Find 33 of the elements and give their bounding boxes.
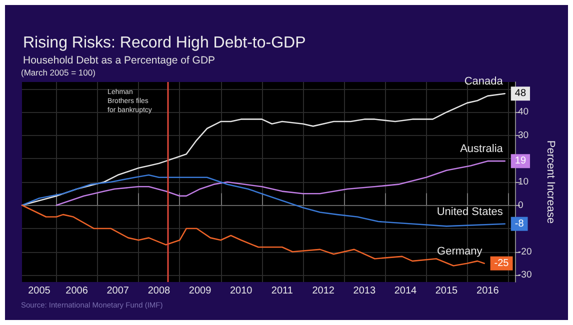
x-tick-label: 2006 [66,286,88,296]
data-label: -8 [514,218,524,230]
series-label: Germany [437,245,483,258]
line-series [21,174,506,227]
x-tick-label: 2010 [230,286,253,296]
text: (March 2005 = 100) [21,68,96,78]
y-tick-label: 30 [518,130,529,141]
series-label: United States [436,206,504,218]
x-tick-label: 2012 [312,286,335,296]
y-tick-label: -30 [518,270,532,281]
data-label: 19 [514,156,526,167]
chart-subtitle: Household Debt as a Percentage of GDP [23,54,216,66]
data-label: 48 [514,88,526,100]
y-tick-label: 0 [518,200,524,211]
x-tick-label: 2009 [188,286,212,296]
x-tick-label: 2015 [435,286,458,296]
chart-title: Rising Risks: Record High Debt-to-GDP [23,34,306,52]
x-tick-label: 2014 [394,286,418,296]
x-tick-label: 2005 [28,286,51,296]
line-series [21,92,506,206]
series-label: Australia [460,143,504,156]
y-axis-title: Percent Increase [544,140,556,224]
x-tick-label: 2011 [271,286,294,296]
x-tick-label: 2008 [148,286,171,296]
line-series [56,160,506,206]
x-tick-label: 2016 [476,286,500,296]
y-tick-label: -20 [518,246,532,258]
y-tick-label: 40 [518,106,529,118]
data-label: -25 [494,258,510,269]
y-tick-label: 10 [518,176,529,188]
x-tick-label: 2007 [106,286,130,296]
series-label: Canada [464,76,504,88]
x-tick-label: 2013 [353,286,376,296]
